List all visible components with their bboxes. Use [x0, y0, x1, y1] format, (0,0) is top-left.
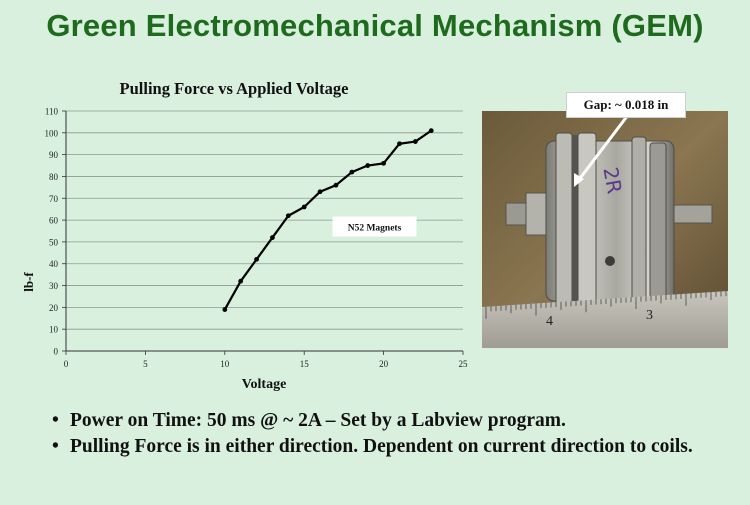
data-point — [428, 128, 434, 134]
chart-annotation-box: N52 Magnets — [332, 216, 417, 237]
data-point — [301, 204, 307, 210]
data-point — [349, 169, 355, 175]
x-tick-label: 20 — [379, 359, 389, 369]
chart-gridlines — [66, 110, 463, 330]
x-tick-label: 5 — [143, 359, 148, 369]
x-tick-labels: 0 5 10 15 20 25 — [64, 359, 468, 369]
chart-axes — [62, 110, 464, 355]
y-axis-label: lb-f — [21, 272, 36, 292]
data-point — [365, 163, 371, 168]
force-voltage-chart: Pulling Force vs Applied Voltage 0 10 20 30… — [21, 79, 468, 392]
data-point — [238, 278, 244, 284]
y-tick-label: 10 — [49, 325, 59, 335]
gap-arrow — [576, 114, 630, 182]
y-tick-label: 70 — [49, 194, 59, 204]
series-line-group — [222, 128, 434, 312]
y-tick-label: 0 — [54, 347, 59, 357]
bullet-item: • Power on Time: 50 ms @ ~ 2A – Set by a … — [52, 410, 742, 432]
data-point — [381, 160, 386, 166]
data-point — [254, 256, 259, 262]
chart-annotation-text: N52 Magnets — [348, 224, 402, 234]
gem-device-photo: 2R 4 3 — [482, 111, 728, 348]
data-point — [397, 141, 402, 147]
y-tick-label: 80 — [49, 172, 59, 182]
series-line — [223, 129, 432, 311]
x-tick-label: 10 — [220, 359, 230, 369]
y-tick-label: 20 — [49, 303, 59, 313]
bullet-list: • Power on Time: 50 ms @ ~ 2A – Set by a … — [52, 410, 742, 462]
slide-title: Green Electromechanical Mechanism (GEM) — [46, 8, 704, 43]
y-tick-label: 110 — [45, 107, 59, 117]
data-point — [285, 213, 291, 219]
data-point — [412, 139, 418, 144]
data-point — [317, 189, 323, 195]
data-point — [270, 235, 275, 240]
bullet-dot: • — [52, 410, 59, 431]
y-tick-label: 100 — [45, 128, 59, 138]
gap-callout: Gap: ~ 0.018 in — [566, 92, 686, 118]
ruler-number-3: 3 — [646, 308, 653, 323]
y-tick-labels: 0 10 20 30 40 50 60 70 80 90 100 110 — [45, 107, 59, 357]
device-handwritten-label: 2R — [599, 165, 627, 195]
ruler-ticks — [485, 291, 727, 319]
y-tick-label: 50 — [49, 237, 59, 247]
ruler-number-4: 4 — [546, 314, 553, 329]
y-tick-label: 30 — [49, 281, 59, 291]
gap-arrowhead — [574, 173, 584, 187]
data-point — [333, 182, 339, 188]
chart-title: Pulling Force vs Applied Voltage — [120, 79, 349, 98]
x-tick-label: 25 — [459, 359, 469, 369]
data-point — [222, 307, 228, 312]
x-axis-label: Voltage — [242, 377, 287, 392]
bullet-dot: • — [52, 436, 59, 457]
x-tick-label: 0 — [64, 359, 69, 369]
y-tick-label: 40 — [49, 259, 59, 269]
x-tick-label: 15 — [300, 359, 310, 369]
y-tick-label: 90 — [49, 150, 59, 160]
bullet-item: • Pulling Force is in either direction. D… — [52, 436, 742, 458]
bullet-text: Pulling Force is in either direction. De… — [70, 436, 693, 457]
y-tick-label: 60 — [49, 216, 59, 226]
bullet-text: Power on Time: 50 ms @ ~ 2A – Set by a L… — [70, 410, 566, 431]
